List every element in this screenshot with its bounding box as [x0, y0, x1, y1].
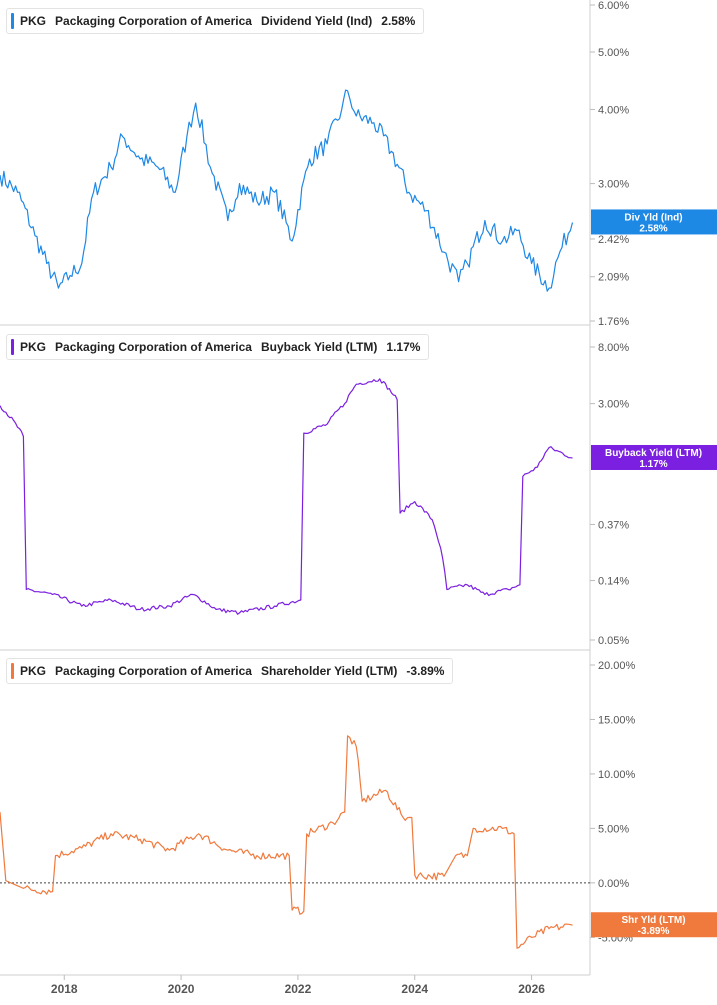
x-tick-label: 2022 [285, 982, 312, 996]
flag-label: Shr Yld (LTM) [621, 915, 685, 926]
y-tick-label: 4.00% [598, 104, 629, 116]
flag-background [591, 209, 717, 235]
dividend-yield-legend[interactable]: PKG Packaging Corporation of America Div… [6, 8, 425, 34]
y-tick-label: 20.00% [598, 660, 636, 672]
x-tick-label: 2018 [51, 982, 78, 996]
y-tick-label: 15.00% [598, 714, 636, 726]
series-line-0 [0, 89, 574, 292]
y-tick-label: 6.00% [598, 0, 629, 12]
legend-metric: Dividend Yield (Ind) [260, 14, 373, 28]
flag-background [591, 444, 717, 470]
y-tick-label: 5.00% [598, 47, 629, 59]
current-value-flag: Buyback Yield (LTM)1.17% [591, 444, 717, 470]
y-tick-label: 3.00% [598, 179, 629, 191]
legend-color-swatch [11, 339, 14, 355]
y-tick-label: 3.00% [598, 399, 629, 411]
series-line-1 [0, 378, 573, 615]
legend-color-swatch [11, 663, 14, 679]
y-tick-label: 0.05% [598, 635, 629, 647]
flag-value: 1.17% [639, 459, 667, 470]
y-tick-label: 1.76% [598, 316, 629, 328]
x-tick-label: 2026 [518, 982, 545, 996]
legend-color-swatch [11, 13, 14, 29]
y-tick-label: 2.09% [598, 272, 629, 284]
buyback-yield-legend[interactable]: PKG Packaging Corporation of America Buy… [6, 334, 430, 360]
flag-value: -3.89% [638, 926, 670, 937]
series-line-2 [0, 735, 573, 949]
legend-ticker: PKG [20, 664, 47, 678]
legend-value: -3.89% [406, 664, 445, 678]
legend-company: Packaging Corporation of America [55, 340, 252, 354]
legend-metric: Buyback Yield (LTM) [260, 340, 378, 354]
legend-metric: Shareholder Yield (LTM) [260, 664, 398, 678]
y-tick-label: 2.42% [598, 234, 629, 246]
current-value-flag: Div Yld (Ind)2.58% [591, 209, 717, 235]
legend-company: Packaging Corporation of America [55, 14, 252, 28]
flag-label: Buyback Yield (LTM) [605, 448, 702, 459]
x-tick-label: 2024 [401, 982, 428, 996]
y-tick-label: 5.00% [598, 823, 629, 835]
flag-value: 2.58% [639, 223, 667, 234]
y-tick-label: 10.00% [598, 769, 636, 781]
legend-ticker: PKG [20, 14, 47, 28]
flag-label: Div Yld (Ind) [624, 212, 682, 223]
legend-value: 1.17% [386, 340, 421, 354]
current-value-flag: Shr Yld (LTM)-3.89% [591, 912, 717, 938]
y-tick-label: 0.00% [598, 878, 629, 890]
legend-value: 2.58% [381, 14, 416, 28]
y-tick-label: 0.37% [598, 519, 629, 531]
x-tick-label: 2020 [168, 982, 195, 996]
shareholder-yield-legend[interactable]: PKG Packaging Corporation of America Sha… [6, 658, 454, 684]
y-tick-label: 0.14% [598, 576, 629, 588]
legend-company: Packaging Corporation of America [55, 664, 252, 678]
y-tick-label: 8.00% [598, 342, 629, 354]
flag-background [591, 912, 717, 938]
legend-ticker: PKG [20, 340, 47, 354]
